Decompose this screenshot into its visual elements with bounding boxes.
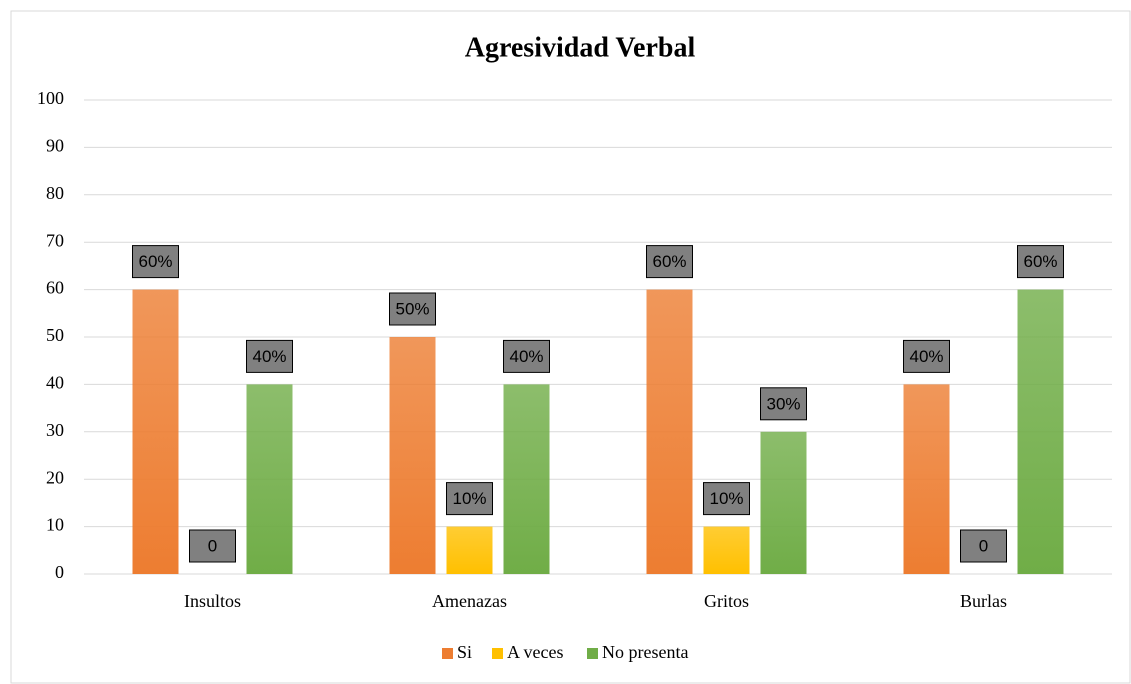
y-tick-label: 90 bbox=[46, 136, 64, 156]
bar bbox=[503, 384, 550, 574]
bar bbox=[132, 289, 179, 574]
data-label: 0 bbox=[979, 536, 988, 555]
x-tick-label: Burlas bbox=[960, 591, 1007, 611]
y-tick-label: 80 bbox=[46, 183, 64, 203]
bar bbox=[903, 384, 950, 574]
data-label: 0 bbox=[208, 536, 217, 555]
y-tick-label: 60 bbox=[46, 278, 64, 298]
chart-title: Agresividad Verbal bbox=[465, 32, 696, 63]
data-label-box bbox=[446, 482, 493, 516]
y-tick-label: 30 bbox=[46, 420, 64, 440]
data-label-box bbox=[132, 245, 179, 279]
y-tick-label: 0 bbox=[55, 562, 64, 582]
legend-swatch bbox=[587, 648, 598, 659]
x-tick-label: Gritos bbox=[704, 591, 749, 611]
legend-label: Si bbox=[457, 642, 472, 662]
bar bbox=[246, 384, 293, 574]
data-label: 60% bbox=[138, 252, 172, 271]
y-tick-label: 100 bbox=[37, 88, 64, 108]
y-tick-label: 20 bbox=[46, 467, 64, 487]
x-tick-label: Amenazas bbox=[432, 591, 507, 611]
data-label: 30% bbox=[766, 394, 800, 413]
y-tick-label: 70 bbox=[46, 230, 64, 250]
x-tick-label: Insultos bbox=[184, 591, 241, 611]
legend-label: No presenta bbox=[602, 642, 688, 662]
data-label: 60% bbox=[1023, 252, 1057, 271]
data-label-box bbox=[189, 529, 236, 563]
legend-swatch bbox=[492, 648, 503, 659]
data-label-box bbox=[1017, 245, 1064, 279]
chart-border bbox=[10, 10, 1131, 684]
bar bbox=[446, 526, 493, 574]
data-label: 40% bbox=[252, 347, 286, 366]
bar bbox=[1017, 289, 1064, 574]
y-tick-label: 50 bbox=[46, 325, 64, 345]
data-label: 10% bbox=[709, 489, 743, 508]
y-tick-label: 10 bbox=[46, 515, 64, 535]
data-label: 40% bbox=[509, 347, 543, 366]
legend-label: A veces bbox=[507, 642, 563, 662]
data-label-box bbox=[246, 339, 293, 373]
data-label: 60% bbox=[652, 252, 686, 271]
bar bbox=[760, 431, 807, 574]
data-label-box bbox=[646, 245, 693, 279]
legend-swatch bbox=[442, 648, 453, 659]
data-label-box bbox=[960, 529, 1007, 563]
data-label: 40% bbox=[909, 347, 943, 366]
bar bbox=[646, 289, 693, 574]
data-label-box bbox=[903, 339, 950, 373]
data-label: 10% bbox=[452, 489, 486, 508]
data-label-box bbox=[760, 387, 807, 421]
data-label-box bbox=[703, 482, 750, 516]
y-tick-label: 40 bbox=[46, 373, 64, 393]
data-label: 50% bbox=[395, 299, 429, 318]
bar bbox=[703, 526, 750, 574]
data-label-box bbox=[503, 339, 550, 373]
bar bbox=[389, 337, 436, 574]
data-label-box bbox=[389, 292, 436, 326]
